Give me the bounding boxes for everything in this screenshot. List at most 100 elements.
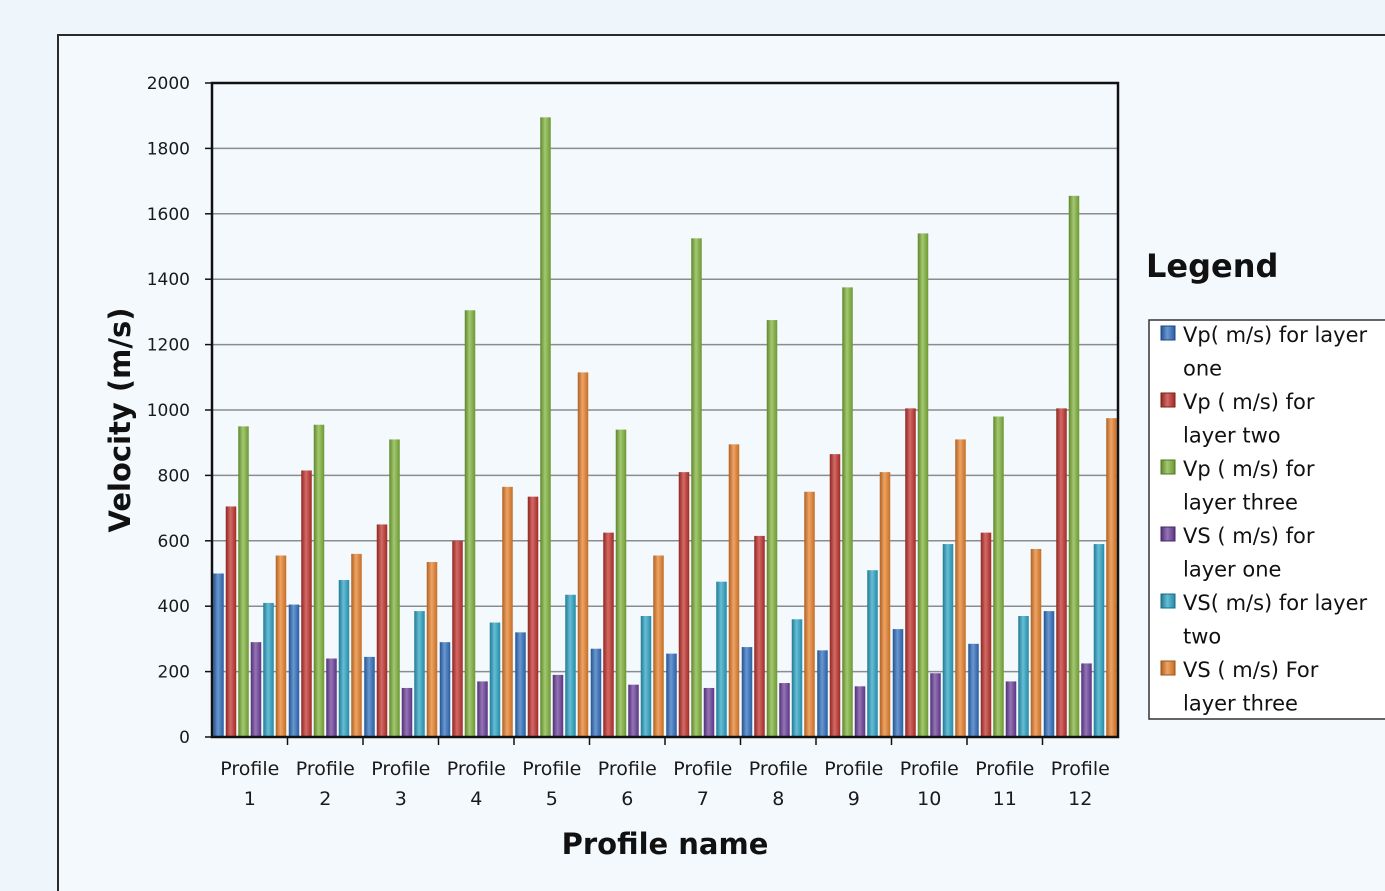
- bar: [968, 643, 979, 737]
- bar: [1056, 408, 1067, 737]
- bar: [842, 287, 853, 737]
- bar: [263, 602, 274, 737]
- y-tick-label: 400: [158, 597, 190, 617]
- legend-title: Legend: [1146, 247, 1278, 285]
- y-tick-label: 600: [158, 532, 190, 552]
- bar: [464, 310, 476, 737]
- legend-label: VS ( m/s) for: [1183, 524, 1315, 548]
- bar: [414, 611, 425, 737]
- bar: [741, 647, 753, 737]
- bar: [250, 642, 262, 737]
- bar: [351, 553, 362, 737]
- bar: [1081, 663, 1092, 737]
- y-tick-label: 1800: [147, 139, 190, 159]
- x-category-label: Profile 8: [749, 758, 808, 810]
- y-tick-label: 1200: [147, 336, 190, 356]
- bar: [817, 650, 828, 737]
- bar: [1106, 418, 1117, 737]
- legend-label: layer two: [1183, 424, 1281, 448]
- x-category-label: Profile 9: [824, 758, 883, 810]
- bar: [452, 540, 463, 737]
- bar: [615, 429, 627, 737]
- bar: [628, 684, 639, 737]
- bar: [993, 416, 1004, 737]
- y-tick-label: 200: [158, 663, 190, 683]
- bar: [1005, 681, 1017, 737]
- bar: [389, 439, 400, 737]
- bar: [225, 506, 237, 737]
- bar: [930, 673, 941, 737]
- bar: [1093, 544, 1105, 737]
- legend-label: Vp ( m/s) for: [1183, 457, 1315, 481]
- x-axis-title: Profile name: [562, 827, 769, 861]
- legend-label: layer three: [1183, 692, 1298, 716]
- bar: [603, 532, 614, 737]
- bar: [502, 486, 513, 737]
- bar: [879, 472, 891, 737]
- bar: [1068, 195, 1080, 737]
- bar: [288, 604, 300, 737]
- bar: [678, 472, 690, 737]
- bar: [691, 238, 702, 737]
- y-tick-label: 1400: [147, 270, 190, 290]
- bar: [326, 658, 337, 737]
- bars: [213, 117, 1117, 738]
- bar: [590, 648, 602, 737]
- bar: [1030, 548, 1042, 737]
- bar: [754, 535, 765, 737]
- legend-swatch: [1160, 593, 1176, 609]
- bar: [766, 320, 778, 737]
- bar: [313, 424, 325, 737]
- x-category-label: Profile 10: [900, 758, 959, 810]
- bar: [917, 233, 929, 738]
- legend-swatch: [1160, 459, 1176, 475]
- legend-label: Vp( m/s) for layer: [1183, 323, 1368, 347]
- bar: [275, 555, 287, 737]
- legend-label: layer one: [1183, 558, 1281, 582]
- y-tick-label: 1600: [147, 205, 190, 225]
- bar: [540, 117, 551, 737]
- bar: [716, 581, 727, 737]
- bar: [653, 555, 664, 737]
- legend-swatch: [1160, 660, 1176, 676]
- legend-label: two: [1183, 625, 1221, 649]
- bar: [955, 439, 966, 737]
- bar: [565, 594, 576, 737]
- bar: [1043, 611, 1055, 737]
- bar: [728, 444, 740, 737]
- bar: [213, 573, 224, 737]
- bar: [376, 524, 388, 737]
- bar: [426, 562, 438, 737]
- x-category-label: Profile 3: [371, 758, 430, 810]
- bar: [527, 496, 539, 737]
- legend-label: layer three: [1183, 491, 1298, 515]
- legend-box: [1148, 319, 1385, 720]
- bar: [301, 470, 312, 737]
- y-axis-ticks: 0 200 400 600 800 1000 1200 1400 1600 1800 2000: [147, 74, 212, 748]
- legend-label: Vp ( m/s) for: [1183, 390, 1315, 414]
- x-category-label: Profile 11: [975, 758, 1034, 810]
- x-category-label: Profile 6: [598, 758, 657, 810]
- x-category-label: Profile 5: [522, 758, 581, 810]
- bar: [401, 687, 413, 737]
- bar: [942, 544, 954, 737]
- bar: [577, 372, 589, 737]
- bar: [640, 616, 652, 737]
- x-axis-categories: Profile 1 Profile 2 Profile 3 Profile 4 Profile 5…: [220, 737, 1110, 810]
- legend: Vp( m/s) for layer one Vp ( m/s) for layer …: [1160, 323, 1368, 716]
- legend-label: one: [1183, 357, 1222, 381]
- bar: [779, 683, 790, 737]
- y-tick-label: 1000: [147, 401, 190, 421]
- legend-swatch: [1160, 526, 1176, 542]
- legend-label: VS ( m/s) For: [1183, 658, 1319, 682]
- bar: [1018, 616, 1029, 737]
- y-axis-title: Velocity (m/s): [103, 308, 137, 533]
- x-category-label: Profile 1: [220, 758, 279, 810]
- gridlines: [212, 147, 1118, 673]
- legend-swatch: [1160, 392, 1176, 408]
- bar: [804, 491, 815, 737]
- x-category-label: Profile 4: [447, 758, 506, 810]
- bar: [238, 426, 249, 737]
- bar: [703, 687, 715, 737]
